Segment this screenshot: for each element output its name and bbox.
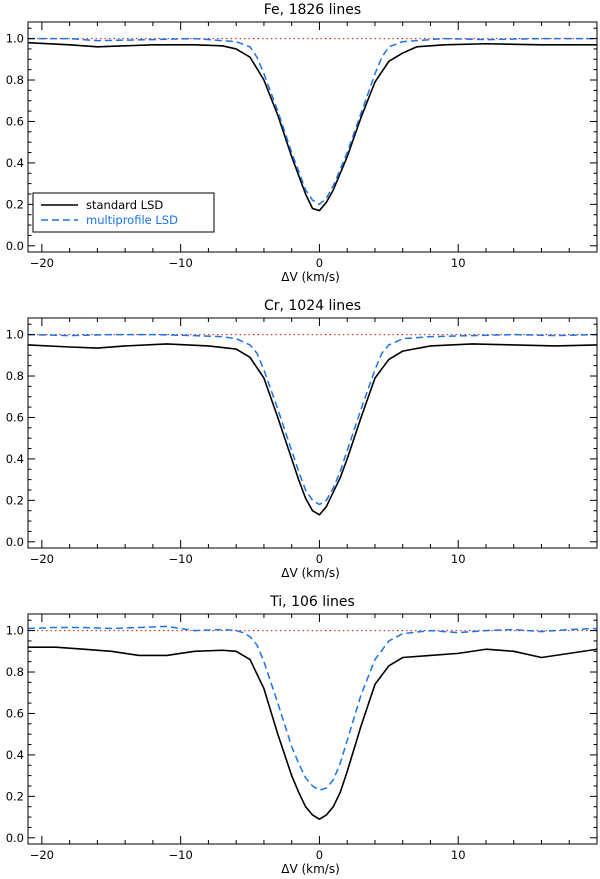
- axes-frame: [27, 613, 598, 845]
- x-tick-label: −10: [169, 552, 193, 566]
- series-multiprofile-lsd: [27, 333, 598, 506]
- y-tick-label: 1.0: [6, 32, 24, 46]
- x-axis-label: ΔV (km/s): [281, 862, 340, 876]
- chart-title: Fe, 1826 lines: [264, 2, 361, 18]
- x-tick-label: −10: [169, 848, 193, 862]
- legend-box: [32, 192, 215, 233]
- panel-ti: Ti, 106 lines 0.0 0.2 0.4 0.6 0.8 1.0 −20 −10 0 10…: [6, 594, 598, 876]
- x-tick-label: −20: [30, 256, 54, 270]
- panel-fe: Fe, 1826 lines 0.0 0.2 0.4 0.6 0.8 1.0 −20 −10 0 1…: [6, 2, 598, 284]
- x-tick-label: −20: [30, 552, 54, 566]
- series-standard-lsd: [28, 646, 598, 820]
- y-tick-label: 0.6: [6, 114, 24, 128]
- x-tick-label: 10: [451, 552, 466, 566]
- y-tick-label: 0.6: [6, 410, 24, 424]
- x-tick-label: 10: [451, 848, 466, 862]
- legend-label-standard: standard LSD: [86, 198, 163, 212]
- series-multiprofile-lsd: [27, 625, 598, 791]
- chart-title: Cr, 1024 lines: [264, 298, 361, 314]
- x-tick-label: −20: [30, 848, 54, 862]
- y-tick-label: 1.0: [6, 624, 24, 638]
- x-tick-label: 0: [316, 848, 323, 862]
- axes-frame: [27, 317, 598, 549]
- y-tick-label: 0.2: [6, 493, 24, 507]
- legend-label-multiprofile: multiprofile LSD: [86, 213, 178, 227]
- y-tick-label: 0.8: [6, 369, 24, 383]
- y-tick-label: 0.4: [6, 748, 24, 762]
- x-tick-label: 0: [316, 256, 323, 270]
- y-tick-label: 0.6: [6, 706, 24, 720]
- y-tick-label: 0.2: [6, 197, 24, 211]
- series-multiprofile-lsd: [28, 37, 597, 206]
- y-tick-label: 0.4: [6, 156, 24, 170]
- series-standard-lsd: [27, 343, 598, 516]
- x-tick-label: 10: [451, 256, 466, 270]
- y-tick-label: 0.8: [6, 665, 24, 679]
- axes-frame: [27, 21, 598, 253]
- y-tick-label: 1.0: [6, 328, 24, 342]
- y-tick-label: 0.0: [6, 535, 24, 549]
- chart-title: Ti, 106 lines: [269, 594, 355, 610]
- y-tick-label: 0.2: [6, 789, 24, 803]
- x-axis-label: ΔV (km/s): [281, 566, 340, 580]
- x-tick-label: 0: [316, 552, 323, 566]
- y-tick-label: 0.0: [6, 239, 24, 253]
- panel-cr: Cr, 1024 lines 0.0 0.2 0.4 0.6 0.8 1.0 −20 −10 0 1…: [6, 298, 598, 580]
- series-standard-lsd: [27, 41, 597, 212]
- x-tick-label: −10: [169, 256, 193, 270]
- y-tick-label: 0.4: [6, 452, 24, 466]
- y-tick-label: 0.8: [6, 73, 24, 87]
- x-axis-label: ΔV (km/s): [281, 270, 340, 284]
- y-tick-label: 0.0: [6, 831, 24, 845]
